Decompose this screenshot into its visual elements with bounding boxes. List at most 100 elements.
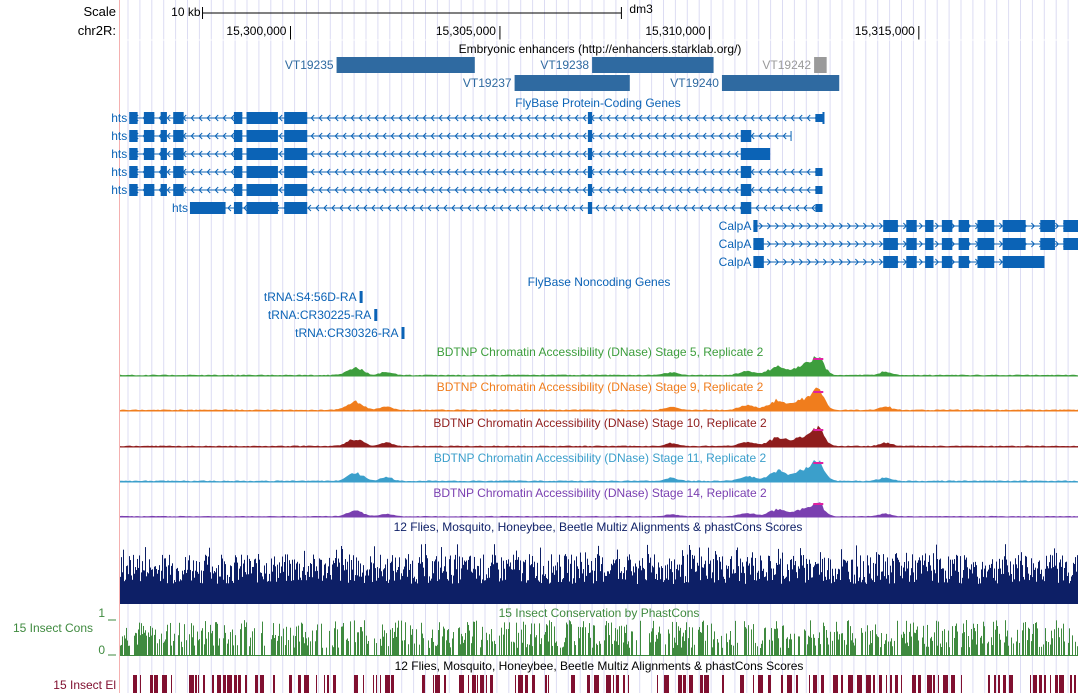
multiz-bar: [773, 568, 774, 604]
gene-exon: [587, 166, 593, 178]
dnase-track-stage9[interactable]: BDTNP Chromatin Accessibility (DNase) St…: [120, 380, 1078, 412]
cons-track-title[interactable]: 15 Insect Conservation by PhastCons: [499, 606, 700, 620]
cons-bar: [598, 655, 599, 656]
multiz-bar: [536, 575, 537, 604]
multiz-bar: [790, 559, 791, 604]
cons-track[interactable]: [120, 620, 1078, 656]
gene-label[interactable]: hts: [172, 201, 188, 215]
cons-bar: [983, 621, 984, 656]
multiz-bar: [704, 564, 705, 604]
dnase-track-stage14[interactable]: BDTNP Chromatin Accessibility (DNase) St…: [120, 486, 1078, 518]
noncoding-genes-track[interactable]: tRNA:S4:56D-RA tRNA:CR30225-RA tRNA:CR3032…: [264, 290, 405, 340]
gene-label[interactable]: hts: [111, 129, 127, 143]
enhancer-vt19242[interactable]: [814, 57, 827, 73]
enhancer-label[interactable]: VT19235: [285, 58, 334, 72]
enhancer-label[interactable]: VT19242: [762, 58, 811, 72]
gene-hts[interactable]: hts: [111, 183, 823, 197]
cons-bar: [526, 647, 527, 656]
gene-hts[interactable]: hts: [111, 129, 792, 143]
enhancer-vt19240[interactable]: [721, 75, 840, 91]
gene-label[interactable]: hts: [111, 165, 127, 179]
multiz-bar: [890, 565, 891, 604]
strand-chevron: [951, 222, 956, 230]
noncoding-gene-label[interactable]: tRNA:S4:56D-RA: [264, 290, 357, 304]
noncoding-gene-label[interactable]: tRNA:CR30225-RA: [268, 308, 371, 322]
cons-bar: [512, 655, 513, 656]
elements-side-label[interactable]: 15 Insect El: [53, 678, 116, 692]
dnase-track-stage11[interactable]: BDTNP Chromatin Accessibility (DNase) St…: [120, 451, 1078, 483]
conserved-element: [623, 675, 625, 693]
noncoding-gene-label[interactable]: tRNA:CR30326-RA: [295, 326, 398, 340]
gene-hts[interactable]: hts: [111, 165, 823, 179]
enhancer-label[interactable]: VT19238: [540, 58, 589, 72]
cons-bar: [240, 629, 241, 656]
cons-bar: [145, 630, 146, 656]
enhancer-label[interactable]: VT19240: [670, 76, 719, 90]
noncoding-gene-feature[interactable]: [374, 309, 378, 321]
coding-genes-track[interactable]: hts hts hts hts hts hts CalpA CalpA CalpA: [111, 111, 1078, 269]
enhancers-track-title[interactable]: Embryonic enhancers (http://enhancers.st…: [459, 42, 742, 56]
noncoding-gene-feature[interactable]: [401, 327, 405, 339]
gene-label[interactable]: CalpA: [719, 219, 752, 233]
enhancer-vt19235[interactable]: [336, 57, 475, 73]
enhancer-vt19237[interactable]: [514, 75, 630, 91]
multiz-bar: [977, 576, 978, 604]
multiz-bar: [240, 566, 241, 604]
elements-track-title[interactable]: 12 Flies, Mosquito, Honeybee, Beetle Mul…: [395, 659, 804, 673]
cons-bar: [246, 622, 247, 656]
gene-hts[interactable]: hts: [111, 147, 771, 161]
multiz-bar: [901, 565, 902, 604]
gene-calpa[interactable]: CalpA: [719, 237, 1078, 251]
gene-label[interactable]: hts: [111, 183, 127, 197]
enhancer-label[interactable]: VT19237: [463, 76, 512, 90]
gene-calpa[interactable]: CalpA: [719, 219, 1078, 233]
multiz-bar: [905, 571, 906, 604]
dnase-track-title[interactable]: BDTNP Chromatin Accessibility (DNase) St…: [433, 486, 767, 500]
cons-side-label[interactable]: 15 Insect Cons: [13, 621, 93, 635]
gene-calpa[interactable]: CalpA: [719, 255, 1045, 269]
multiz-bar: [428, 582, 429, 604]
cons-bar: [280, 655, 281, 656]
multiz-bar: [637, 583, 638, 604]
multiz-bar: [1055, 565, 1056, 604]
multiz-bar: [324, 564, 325, 604]
gene-label[interactable]: CalpA: [719, 255, 752, 269]
dnase-track-stage10[interactable]: BDTNP Chromatin Accessibility (DNase) St…: [120, 416, 1078, 448]
enhancers-track[interactable]: VT19235 VT19238 VT19242 VT19237 VT19240: [285, 57, 840, 91]
dnase-track-stage5[interactable]: BDTNP Chromatin Accessibility (DNase) St…: [120, 345, 1078, 377]
multiz-bar: [903, 567, 904, 604]
cons-bar: [933, 655, 934, 656]
gene-hts[interactable]: hts: [111, 111, 825, 125]
cons-bar: [189, 634, 190, 656]
cons-bar: [272, 635, 273, 656]
coding-genes-track-title[interactable]: FlyBase Protein-Coding Genes: [515, 96, 680, 110]
strand-chevron: [750, 114, 755, 122]
gene-label[interactable]: hts: [111, 111, 127, 125]
multiz-bar: [1062, 555, 1063, 604]
multiz-track-title[interactable]: 12 Flies, Mosquito, Honeybee, Beetle Mul…: [394, 520, 803, 534]
noncoding-gene-feature[interactable]: [359, 291, 363, 303]
gene-exon: [246, 184, 278, 196]
multiz-bar: [216, 568, 217, 604]
multiz-bar: [186, 573, 187, 604]
dnase-track-title[interactable]: BDTNP Chromatin Accessibility (DNase) St…: [437, 345, 764, 359]
base-position-ruler[interactable]: Scale chr2R: 10 kb dm3 15,300,000 15,305,…: [78, 2, 1078, 41]
enhancer-vt19238[interactable]: [592, 57, 714, 73]
strand-chevron: [390, 186, 395, 194]
gene-hts[interactable]: hts: [172, 201, 823, 215]
multiz-bar: [349, 554, 350, 604]
gene-label[interactable]: hts: [111, 147, 127, 161]
dnase-tracks[interactable]: BDTNP Chromatin Accessibility (DNase) St…: [120, 345, 1078, 518]
cons-bar: [306, 638, 307, 656]
dnase-track-title[interactable]: BDTNP Chromatin Accessibility (DNase) St…: [434, 451, 767, 465]
noncoding-genes-track-title[interactable]: FlyBase Noncoding Genes: [528, 275, 671, 289]
gene-label[interactable]: CalpA: [719, 237, 752, 251]
elements-track[interactable]: [133, 675, 1076, 693]
dnase-track-title[interactable]: BDTNP Chromatin Accessibility (DNase) St…: [437, 380, 764, 394]
dnase-track-title[interactable]: BDTNP Chromatin Accessibility (DNase) St…: [433, 416, 767, 430]
multiz-bar: [1056, 552, 1057, 604]
multiz-track[interactable]: [120, 544, 1078, 604]
cons-bar: [749, 655, 750, 656]
multiz-bar: [357, 575, 358, 604]
